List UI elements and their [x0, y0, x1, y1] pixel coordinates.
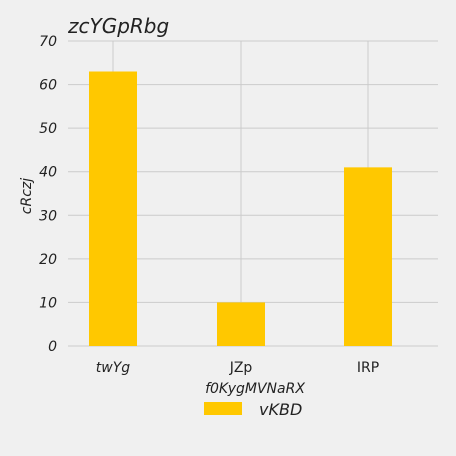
y-tick-label: 40: [39, 165, 57, 181]
y-tick-label: 30: [39, 208, 57, 224]
y-tick-label: 10: [39, 295, 57, 311]
y-tick-label: 50: [39, 121, 57, 137]
y-tick-label: 0: [48, 339, 57, 355]
legend-swatch-vkbd: [204, 402, 242, 415]
y-tick-labels: 0 10 20 30 40 50 60 70: [39, 34, 57, 355]
y-tick-label: 20: [39, 252, 57, 268]
x-tick-label: IRP: [357, 360, 379, 376]
x-axis-label: f0KygMVNaRX: [205, 381, 305, 397]
bar-twyg: [89, 71, 137, 346]
y-axis-label: cRczj: [19, 178, 35, 214]
y-tick-label: 70: [39, 34, 57, 50]
chart-title: zcYGpRbg: [67, 14, 169, 38]
bars: [89, 71, 392, 346]
legend: vKBD: [204, 400, 302, 419]
bar-irp: [344, 167, 392, 346]
x-tick-labels: twYg JZp IRP: [96, 360, 379, 376]
legend-label-vkbd: vKBD: [259, 400, 302, 419]
bar-jzp: [217, 302, 265, 346]
x-tick-label: twYg: [96, 360, 130, 376]
x-tick-label: JZp: [229, 360, 253, 376]
y-tick-label: 60: [39, 78, 57, 94]
